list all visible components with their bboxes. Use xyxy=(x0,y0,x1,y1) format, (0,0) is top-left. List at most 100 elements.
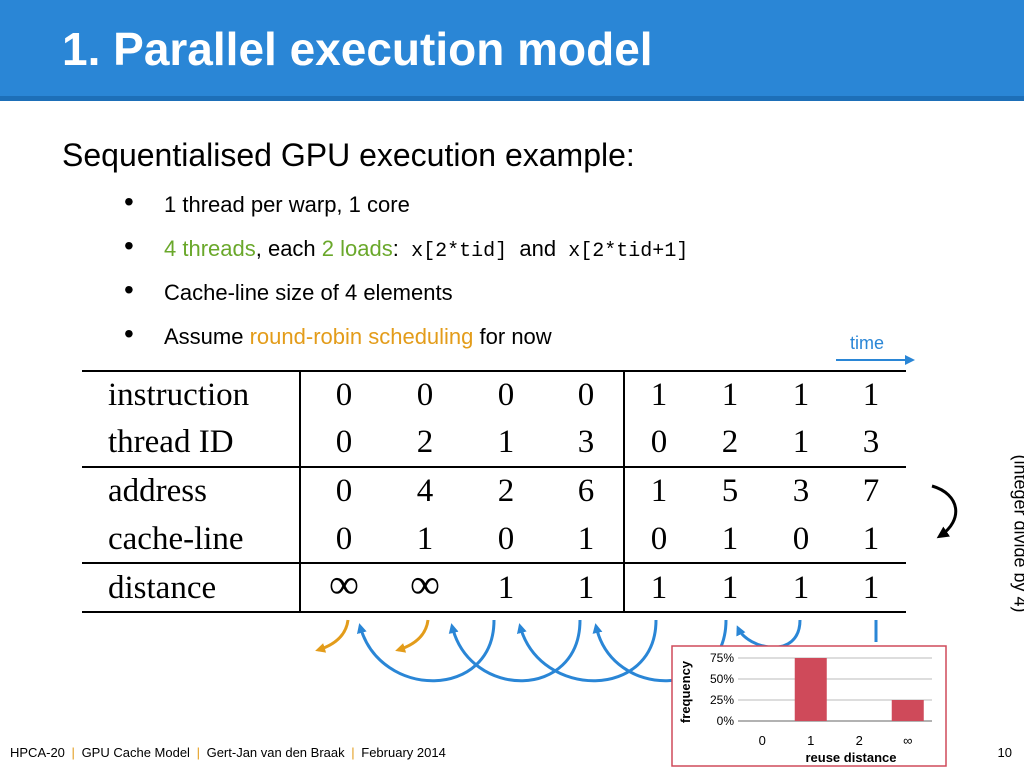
table-cell: 1 xyxy=(722,521,739,557)
table-row-label: distance xyxy=(108,570,216,606)
reuse-arrow-2 xyxy=(448,619,582,683)
bullet-text: 1 thread per warp, 1 core xyxy=(164,192,410,217)
assume-text: Assume xyxy=(164,324,250,349)
table-cell: 3 xyxy=(863,424,880,460)
reuse-arrow-5 xyxy=(736,619,802,649)
footer-author: Gert-Jan van den Braak xyxy=(206,745,345,760)
table-row-label: cache-line xyxy=(108,521,244,557)
for-now-text: for now xyxy=(473,324,552,349)
each-text: , each xyxy=(255,236,322,261)
chart-bar xyxy=(794,658,827,721)
table-cell: 0 xyxy=(578,377,595,413)
chart-ytick-label: 75% xyxy=(710,651,734,665)
footer-separator: | xyxy=(71,745,75,760)
table-cell: 1 xyxy=(793,424,810,460)
title-bar: 1. Parallel execution model xyxy=(0,0,1024,101)
chart-xlabel: reuse distance xyxy=(805,750,896,765)
chart-xtick-label: 1 xyxy=(807,733,814,748)
table-cell: 0 xyxy=(651,521,668,557)
chart-xtick-label: 2 xyxy=(856,733,863,748)
table-cell: 0 xyxy=(336,473,353,509)
chart-xtick-label: ∞ xyxy=(903,733,912,748)
reuse-arrow-cold-2 xyxy=(395,619,430,653)
table-cell: 1 xyxy=(722,570,739,606)
table-rules xyxy=(82,370,906,613)
code-load-even: x[2*tid] xyxy=(411,240,508,263)
chart-ylabel: frequency xyxy=(678,660,693,723)
table-cell: 1 xyxy=(651,473,668,509)
reuse-arrow-cold-1 xyxy=(315,619,350,653)
slide-subtitle: Sequentialised GPU execution example: xyxy=(62,137,635,173)
threads-highlight: 4 threads xyxy=(164,236,256,261)
and-text: and xyxy=(519,236,557,261)
reuse-arrow-1 xyxy=(357,619,496,683)
table-cell: ∞ xyxy=(410,562,440,608)
table-cell: 1 xyxy=(863,570,880,606)
table-cell: 5 xyxy=(722,473,739,509)
bullet-dot-icon: • xyxy=(124,230,134,261)
table-cell: 3 xyxy=(578,424,595,460)
colon-text: : xyxy=(392,236,399,261)
round-robin-highlight: round-robin scheduling xyxy=(249,324,474,349)
table-cell: 3 xyxy=(793,473,810,509)
divide-curve-arrow-icon xyxy=(931,484,958,539)
table-cell: 0 xyxy=(336,424,353,460)
slide-title: 1. Parallel execution model xyxy=(62,23,653,75)
table-cell: 1 xyxy=(863,377,880,413)
table-cell: 1 xyxy=(793,377,810,413)
table-cell: 1 xyxy=(498,424,515,460)
table-cell: 7 xyxy=(863,473,880,509)
table-cell: 0 xyxy=(651,424,668,460)
chart-yticks: 75% 50% 25% 0% xyxy=(710,651,734,728)
table-cell: 0 xyxy=(498,377,515,413)
table-cell: 2 xyxy=(417,424,434,460)
chart-xtick-label: 0 xyxy=(759,733,766,748)
bullet-text: 4 threads, each 2 loads: x[2*tid] and x[… xyxy=(164,230,688,271)
table-cell: 0 xyxy=(336,377,353,413)
bullet-dot-icon: • xyxy=(124,186,134,217)
table-row-label: instruction xyxy=(108,377,249,413)
table-cell: 1 xyxy=(793,570,810,606)
table-cell: 2 xyxy=(722,424,739,460)
footer: HPCA-20 | GPU Cache Model | Gert-Jan van… xyxy=(10,745,446,760)
table-cell: ∞ xyxy=(329,562,359,608)
reuse-arrow-3 xyxy=(517,619,658,683)
page-number: 10 xyxy=(997,745,1012,760)
table-cell: 0 xyxy=(793,521,810,557)
table-cell: 1 xyxy=(498,570,515,606)
footer-topic: GPU Cache Model xyxy=(81,745,190,760)
chart-ytick-label: 0% xyxy=(717,714,735,728)
table-cell: 1 xyxy=(417,521,434,557)
chart-bar xyxy=(891,700,924,721)
chart-bars xyxy=(794,658,924,721)
time-label: time xyxy=(850,333,885,353)
table-row-label: address xyxy=(108,473,207,509)
footer-separator: | xyxy=(196,745,200,760)
footer-separator: | xyxy=(351,745,355,760)
chart-xticks: 0 1 2 ∞ xyxy=(759,733,913,748)
table-cell: 0 xyxy=(336,521,353,557)
chart-ytick-label: 25% xyxy=(710,693,734,707)
loads-highlight: 2 loads xyxy=(321,236,393,261)
integer-divide-note: (integer divide by 4) xyxy=(1010,454,1024,613)
table-cell: 1 xyxy=(578,521,595,557)
table-cell: 0 xyxy=(498,521,515,557)
table-cell: 6 xyxy=(578,473,595,509)
chart-ytick-label: 50% xyxy=(710,672,734,686)
bullet-dot-icon: • xyxy=(124,274,134,305)
table-cell: 1 xyxy=(722,377,739,413)
bullet-text: Assume round-robin scheduling for now xyxy=(164,318,552,356)
table-cell: 2 xyxy=(498,473,515,509)
table-cell: 0 xyxy=(417,377,434,413)
table-cell: 1 xyxy=(651,570,668,606)
table-cell: 1 xyxy=(578,570,595,606)
table-cell: 1 xyxy=(863,521,880,557)
footer-date: February 2014 xyxy=(361,745,446,760)
footer-conference: HPCA-20 xyxy=(10,745,65,760)
table-row-label: thread ID xyxy=(108,424,234,460)
table-cell: 4 xyxy=(417,473,434,509)
histogram-chart: 75% 50% 25% 0% 0 1 2 ∞ frequency reuse distanc… xyxy=(671,645,947,767)
code-load-odd: x[2*tid+1] xyxy=(568,240,689,263)
table-cell: 1 xyxy=(651,377,668,413)
